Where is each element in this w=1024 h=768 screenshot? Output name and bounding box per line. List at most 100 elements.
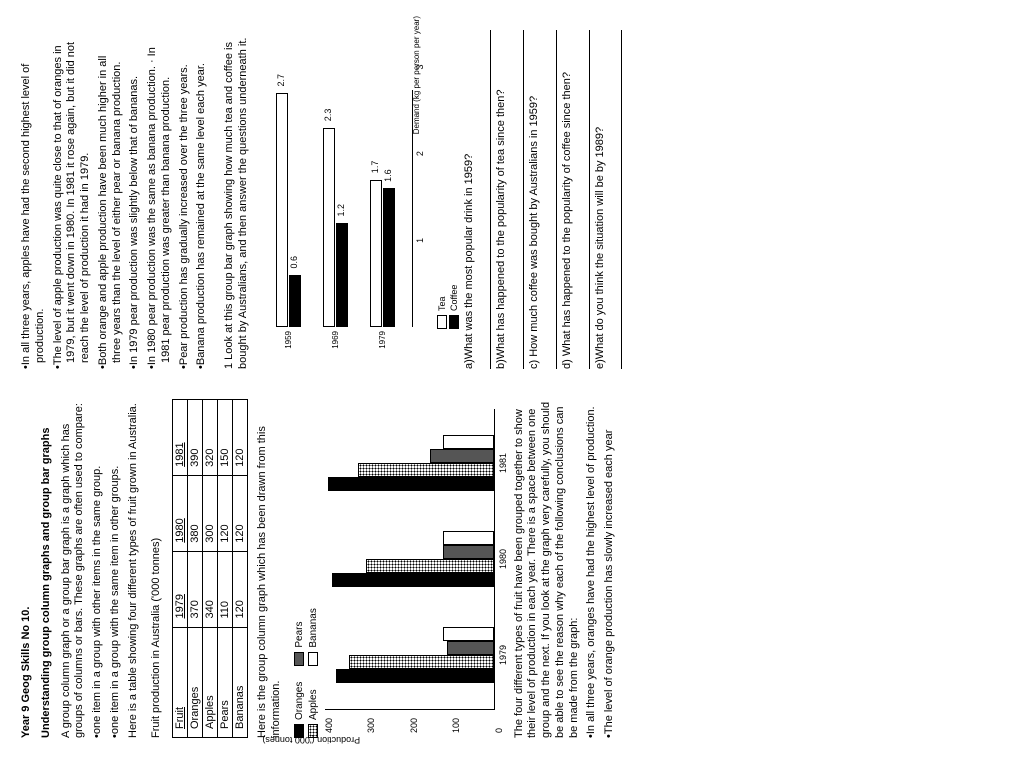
chart2-bar: 0.6 [289,275,301,327]
table-cell: 340 [203,551,218,627]
chart1-group: 1979 [336,627,493,683]
conclusion-item: •In 1980 pear production was the same as… [146,30,174,369]
chart1-bar [366,559,494,573]
chart1-ytick: 400 [324,718,334,733]
conclusion-item: •In all three years, oranges have had th… [585,399,599,738]
chart2-bar: 1.7 [370,180,382,327]
table-cell: 110 [218,551,233,627]
chart1-group: 1980 [332,531,494,587]
table-cell: 390 [188,400,203,476]
intro-p2: Here is a table showing four different t… [127,399,141,738]
table-cell: Bananas [233,627,248,737]
chart1-bar [443,627,494,641]
table-cell: 320 [203,400,218,476]
chart2-bar: 2.3 [323,128,335,327]
chart1-ytick: 200 [409,718,419,733]
chart2-ylabel: 1959 [284,327,293,359]
conclusion-item: •In all three years, apples have had the… [20,30,48,369]
conclusion-item: •The level of orange production has slow… [603,399,617,738]
chart2-bar: 1.2 [336,223,348,327]
chart2-xtick: 2 [415,151,425,156]
chart2-bar: 2.7 [276,93,288,327]
question-list: a)What was the most popular drink in 195… [463,30,627,369]
question-text: e)What do you think the situation will b… [594,30,608,369]
conclusions-list-1: •In all three years, oranges have had th… [585,399,621,738]
chart2-bar: 1.6 [383,188,395,327]
table-header: 1980 [173,475,188,551]
left-column: Year 9 Geog Skills No 10. Understanding … [20,399,1004,738]
legend-item: Pears [294,608,305,665]
table-cell: 300 [203,475,218,551]
chart2-xlabel: Demand (kg per person per year) [412,16,421,134]
fruit-table: Fruit197919801981 Oranges370380390 Apples… [172,399,248,738]
chart1-bar [336,669,493,683]
table-header: 1981 [173,400,188,476]
chart1-bar [332,573,494,587]
chart2-xtick: 3 [415,64,425,69]
legend-item: Oranges [294,682,305,738]
conclusion-item: •Pear production has gradually increased… [178,30,192,369]
chart1-bar [447,641,494,655]
chart1-bar [443,435,494,449]
intro-b1: •one item in a group with other items in… [91,399,105,738]
chart1-bar [430,449,494,463]
table-cell: 370 [188,551,203,627]
chart1-ylabel: Production ('000 tonnes) [262,735,360,745]
chart2-value: 2.3 [323,109,333,122]
table-cell: 150 [218,400,233,476]
table-cell: Pears [218,627,233,737]
table-cell: 120 [233,400,248,476]
chart2-row: 19592.70.6 [276,60,301,359]
intro-p1: A group column graph or a group bar grap… [60,399,88,738]
chart2-row: 19692.31.2 [323,60,348,359]
chart1-xlabel: 1979 [498,645,508,665]
legend-item: Tea [437,30,447,329]
table-cell: 120 [233,475,248,551]
chart2-value: 2.7 [276,74,286,87]
chart2-value: 0.6 [289,256,299,269]
right-column: •In all three years, apples have had the… [20,30,1004,369]
answer-line [578,30,590,369]
legend-item: Bananas [308,608,319,665]
chart1-bar [328,477,494,491]
chart2-xtick: 1 [415,238,425,243]
question-text: b)What has happened to the popularity of… [495,30,509,369]
conclusion-item: •The level of apple production was quite… [52,30,93,369]
answer-line [545,30,557,369]
chart1-bar [443,545,494,559]
question-text: d) What has happened to the popularity o… [561,30,575,369]
answer-line [479,30,491,369]
table-cell: 120 [218,475,233,551]
chart1-ytick: 0 [494,728,504,733]
doc-title-2: Understanding group column graphs and gr… [40,399,54,738]
chart1-xlabel: 1981 [498,453,508,473]
chart1-ytick: 300 [366,718,376,733]
chart2-legend: TeaCoffee [437,30,459,329]
chart1-bar [443,531,494,545]
conclusion-item: •Both orange and apple production have b… [97,30,125,369]
conclusion-item: •In 1979 pear production was slightly be… [128,30,142,369]
chart2-intro: 1 Look at this group bar graph showing h… [223,30,251,369]
answer-line [512,30,524,369]
chart2-value: 1.2 [336,204,346,217]
table-cell: 120 [233,551,248,627]
table-caption: Fruit production in Australia ('000 tonn… [150,399,164,738]
table-cell: Apples [203,627,218,737]
table-cell: 380 [188,475,203,551]
table-header: Fruit [173,627,188,737]
chart1-legend: OrangesApples PearsBananas [294,399,319,738]
doc-title-1: Year 9 Geog Skills No 10. [20,399,34,738]
table-cell: Oranges [188,627,203,737]
tea-coffee-chart: Demand (kg per person per year) 12319592… [261,60,411,359]
chart2-ylabel: 1969 [331,327,340,359]
conclusions-list-2: •In all three years, apples have had the… [20,30,213,369]
chart2-ylabel: 1979 [378,327,387,359]
answer-line [610,30,622,369]
question-text: a)What was the most popular drink in 195… [463,30,477,369]
chart2-value: 1.7 [370,161,380,174]
legend-item: Apples [308,682,319,738]
fruit-chart: Production ('000 tonnes) 010020030040019… [325,409,495,710]
chart1-intro: Here is the group column graph which has… [256,399,284,738]
chart1-bar [358,463,494,477]
table-header: 1979 [173,551,188,627]
